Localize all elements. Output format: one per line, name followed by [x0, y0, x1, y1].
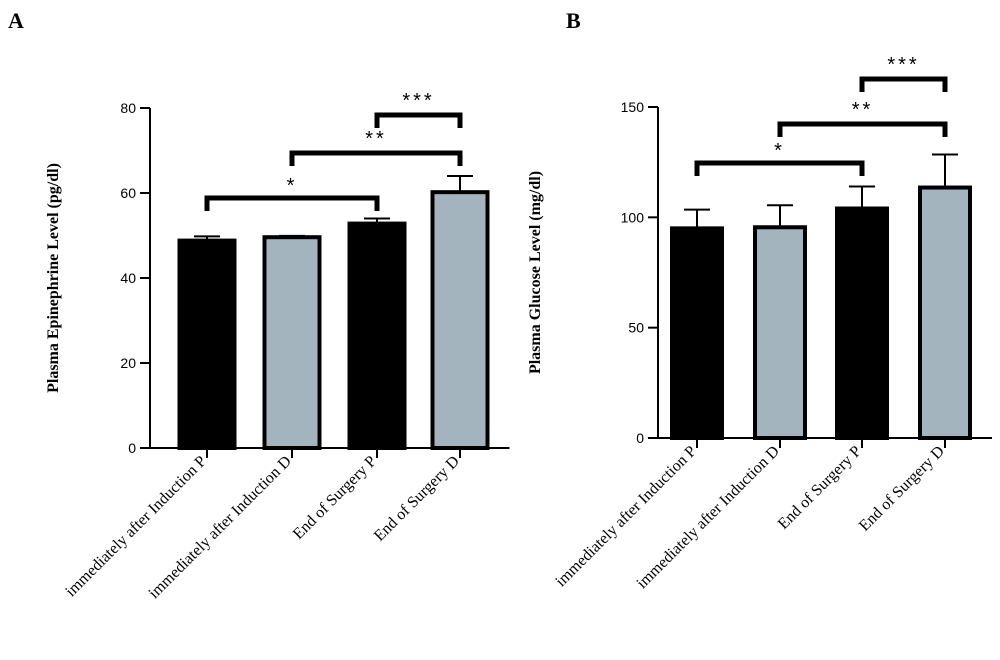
x-tick-label: immediately after Induction D: [146, 453, 295, 602]
x-tick-label: immediately after Induction P: [62, 453, 210, 601]
significance-bracket: [374, 112, 463, 128]
x-tick-label: End of Surgery P: [775, 443, 865, 533]
significance-bracket: [694, 160, 865, 176]
y-tick-label: 0: [636, 430, 644, 446]
bar: [177, 238, 237, 450]
significance-label: ***: [887, 54, 919, 76]
bar: [835, 206, 889, 440]
bar: [430, 190, 490, 450]
bar: [262, 235, 322, 450]
significance-label: ***: [402, 90, 434, 112]
y-tick-label: 80: [120, 100, 136, 116]
y-axis-label: Plasma Glucose Level (mg/dl): [527, 171, 544, 374]
significance-label: **: [365, 128, 387, 150]
y-tick-label: 150: [621, 99, 645, 115]
significance-label: *: [287, 175, 298, 197]
significance-bracket: [859, 76, 948, 92]
y-axis-label: Plasma Epinephrine Level (pg/dl): [45, 163, 62, 393]
y-tick-label: 20: [120, 355, 136, 371]
bar: [670, 226, 724, 440]
significance-label: **: [852, 99, 874, 121]
y-tick-label: 0: [128, 440, 136, 456]
significance-bracket: [777, 121, 948, 137]
panel-letter: B: [566, 8, 581, 33]
panel-letter: A: [8, 8, 24, 33]
bar: [753, 225, 807, 440]
x-tick-label: End of Surgery D: [856, 443, 948, 535]
y-tick-label: 40: [120, 270, 136, 286]
y-tick-label: 100: [621, 209, 645, 225]
significance-label: *: [774, 140, 785, 162]
x-tick-label: immediately after Induction D: [634, 443, 783, 592]
chart-panel-a: A Plasma Epinephrine Level (pg/dl) 0 20 40 60…: [8, 8, 510, 602]
chart-panel-b: B Plasma Glucose Level (mg/dl) 0 50 100 150 im…: [527, 8, 992, 592]
y-tick-label: 50: [628, 320, 644, 336]
significance-bracket: [204, 195, 380, 211]
y-tick-label: 60: [120, 185, 136, 201]
significance-bracket: [289, 150, 463, 166]
bar: [347, 221, 407, 450]
x-tick-label: End of Surgery D: [371, 453, 463, 545]
x-tick-label: immediately after Induction P: [552, 443, 700, 591]
bar: [918, 185, 972, 440]
x-tick-label: End of Surgery P: [290, 453, 380, 543]
